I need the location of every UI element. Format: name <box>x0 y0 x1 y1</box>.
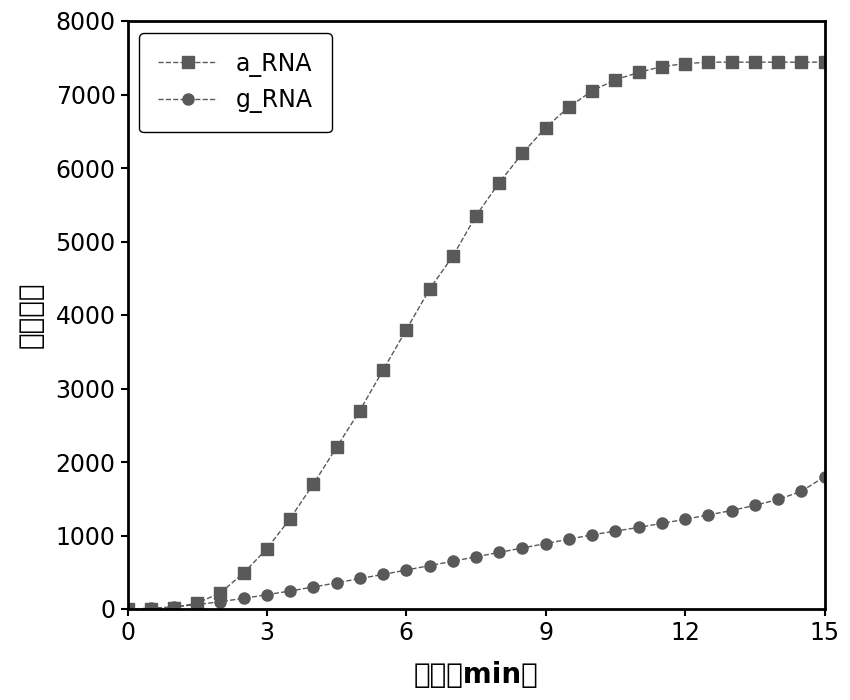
Legend: a_RNA, g_RNA: a_RNA, g_RNA <box>139 33 332 132</box>
a_RNA <box>239 569 249 577</box>
Line: g_RNA: g_RNA <box>122 471 830 615</box>
g_RNA <box>122 605 133 613</box>
a_RNA <box>680 60 690 68</box>
g_RNA <box>750 501 760 510</box>
a_RNA <box>633 69 643 77</box>
a_RNA <box>750 58 760 66</box>
X-axis label: 时间（min）: 时间（min） <box>414 662 538 690</box>
g_RNA <box>518 544 528 552</box>
g_RNA <box>541 540 551 548</box>
g_RNA <box>285 587 295 595</box>
a_RNA <box>122 605 133 613</box>
g_RNA <box>215 598 225 606</box>
g_RNA <box>471 552 481 561</box>
a_RNA <box>518 149 528 158</box>
a_RNA <box>332 443 342 452</box>
a_RNA <box>448 252 458 260</box>
g_RNA <box>796 487 807 496</box>
g_RNA <box>239 594 249 603</box>
g_RNA <box>610 527 620 536</box>
g_RNA <box>657 519 667 528</box>
g_RNA <box>819 473 830 481</box>
a_RNA <box>773 58 783 66</box>
a_RNA <box>796 58 807 66</box>
a_RNA <box>494 178 504 187</box>
g_RNA <box>773 496 783 504</box>
g_RNA <box>424 561 434 570</box>
g_RNA <box>680 515 690 524</box>
a_RNA <box>401 326 411 334</box>
a_RNA <box>471 211 481 220</box>
a_RNA <box>262 545 272 553</box>
g_RNA <box>564 535 574 543</box>
Y-axis label: 荧光强度: 荧光强度 <box>16 281 44 349</box>
a_RNA <box>564 103 574 111</box>
a_RNA <box>727 58 737 66</box>
g_RNA <box>169 603 179 611</box>
g_RNA <box>401 566 411 574</box>
a_RNA <box>145 605 156 613</box>
a_RNA <box>354 406 365 414</box>
a_RNA <box>657 62 667 71</box>
g_RNA <box>587 531 598 539</box>
g_RNA <box>145 604 156 612</box>
a_RNA <box>169 603 179 612</box>
a_RNA <box>587 87 598 95</box>
g_RNA <box>262 591 272 599</box>
Line: a_RNA: a_RNA <box>122 57 830 615</box>
g_RNA <box>494 548 504 556</box>
g_RNA <box>727 506 737 514</box>
g_RNA <box>354 574 365 582</box>
g_RNA <box>332 579 342 587</box>
a_RNA <box>285 514 295 523</box>
g_RNA <box>378 570 388 579</box>
g_RNA <box>633 523 643 531</box>
a_RNA <box>541 123 551 132</box>
g_RNA <box>703 511 713 519</box>
a_RNA <box>192 599 202 608</box>
a_RNA <box>610 76 620 84</box>
a_RNA <box>703 58 713 66</box>
a_RNA <box>819 58 830 66</box>
a_RNA <box>309 480 319 489</box>
g_RNA <box>448 557 458 566</box>
g_RNA <box>309 582 319 591</box>
a_RNA <box>378 366 388 375</box>
g_RNA <box>192 601 202 609</box>
a_RNA <box>424 285 434 293</box>
a_RNA <box>215 589 225 597</box>
